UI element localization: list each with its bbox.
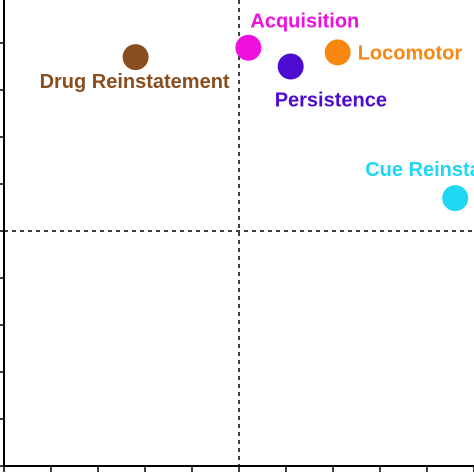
label-cue-reinstatement: Cue Reinstatement — [365, 159, 474, 181]
point-cue-reinstatement — [442, 185, 469, 212]
data-labels: Acquisition Locomotor Persistence Drug Rein… — [40, 11, 474, 181]
reference-lines — [4, 0, 474, 466]
point-drug-reinstatement — [122, 44, 149, 71]
label-acquisition: Acquisition — [250, 11, 359, 33]
point-acquisition — [235, 34, 262, 61]
label-locomotor: Locomotor — [358, 42, 463, 64]
label-drug-reinstatement: Drug Reinstatement — [40, 71, 230, 93]
label-persistence: Persistence — [275, 90, 387, 112]
point-persistence — [277, 53, 304, 80]
point-locomotor — [324, 39, 351, 66]
data-points — [122, 34, 469, 212]
